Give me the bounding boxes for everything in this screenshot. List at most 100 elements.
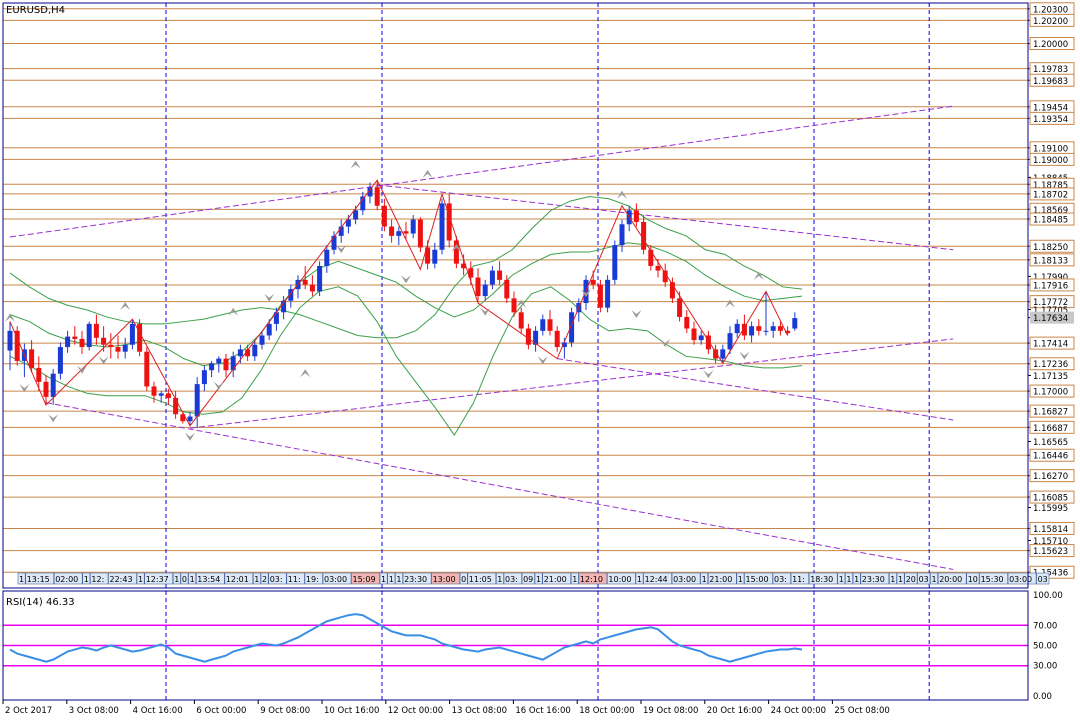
time-tag-box bbox=[90, 572, 109, 585]
time-tag-label: 1 bbox=[389, 575, 394, 584]
rsi-panel[interactable]: 100.00 70.00 50.00 30.00 0.00 bbox=[3, 591, 1063, 702]
time-tag-box bbox=[467, 572, 497, 585]
price-label: 1.19354 bbox=[1033, 115, 1068, 125]
candle-body bbox=[252, 344, 258, 357]
time-tag-box bbox=[196, 572, 225, 585]
candle-body bbox=[273, 312, 279, 324]
candle-body bbox=[612, 245, 618, 280]
level-price-box bbox=[1029, 37, 1075, 51]
time-tag-box bbox=[17, 572, 26, 585]
candle-body bbox=[86, 323, 92, 348]
time-tag-label: 11: bbox=[792, 575, 805, 584]
candle-body bbox=[785, 330, 791, 334]
time-tag-box bbox=[286, 572, 305, 585]
time-label: 20 Oct 16:00 bbox=[707, 706, 762, 716]
rsi-tick-label: 30.00 bbox=[1033, 662, 1057, 672]
price-label: 1.16687 bbox=[1033, 424, 1068, 434]
time-tag-label: 1 bbox=[898, 575, 903, 584]
candle-body bbox=[245, 349, 251, 357]
price-panel[interactable]: 1.20300 1.20200 1.20000 1.19783 1.19683 1.194… bbox=[3, 2, 1075, 588]
time-tag-box bbox=[790, 572, 809, 585]
time-tag-box bbox=[387, 572, 396, 585]
time-tag-box bbox=[896, 572, 905, 585]
candle-body bbox=[619, 224, 625, 246]
time-tag-label: 1 bbox=[138, 575, 143, 584]
time-tag-box bbox=[144, 572, 173, 585]
time-tag-label: 21:00 bbox=[709, 575, 732, 584]
fractal-up-icon bbox=[617, 190, 627, 199]
candle-body bbox=[792, 318, 798, 329]
candle-body bbox=[569, 312, 575, 343]
time-tag-box bbox=[635, 572, 644, 585]
time-tag-box bbox=[25, 572, 55, 585]
candle-body bbox=[749, 326, 755, 336]
time-tag-box bbox=[172, 572, 181, 585]
candle-body bbox=[36, 367, 42, 382]
time-tag-box bbox=[188, 572, 197, 585]
trendline bbox=[9, 105, 954, 238]
price-label: 1.15814 bbox=[1033, 525, 1068, 535]
time-tag-box bbox=[521, 572, 535, 585]
time-tag-box bbox=[459, 572, 468, 585]
fractal-down-icon bbox=[336, 245, 347, 254]
candle-body bbox=[317, 265, 323, 292]
candle-body bbox=[461, 263, 467, 269]
time-label: 6 Oct 00:00 bbox=[196, 706, 246, 716]
time-tag-box bbox=[570, 572, 579, 585]
level-price-box bbox=[1029, 152, 1075, 166]
symbol-title: EURUSD,H4 bbox=[6, 5, 65, 16]
time-tag-box bbox=[180, 572, 189, 585]
candle-body bbox=[230, 356, 236, 371]
candle-body bbox=[302, 279, 308, 285]
rsi-tick-label: 70.00 bbox=[1033, 621, 1057, 631]
time-tag-label: 1 bbox=[839, 575, 844, 584]
candle-body bbox=[165, 393, 171, 399]
time-tag-label: 22:43 bbox=[110, 575, 133, 584]
trendline bbox=[557, 358, 954, 421]
level-price-box bbox=[1029, 239, 1075, 253]
candle-body bbox=[158, 393, 164, 396]
candle-body bbox=[439, 203, 445, 250]
candle-body bbox=[698, 335, 704, 341]
rsi-line bbox=[9, 613, 803, 663]
time-tag-label: 12: bbox=[91, 575, 104, 584]
time-tag-label: 1 bbox=[84, 575, 89, 584]
time-tag-label: 13:54 bbox=[197, 575, 220, 584]
time-tag-box bbox=[402, 572, 432, 585]
time-label: 12 Oct 00:00 bbox=[388, 706, 443, 716]
level-price-box bbox=[1029, 336, 1075, 350]
time-label: 3 Oct 08:00 bbox=[69, 706, 119, 716]
bollinger-lower-line bbox=[9, 286, 803, 437]
time-tag-label: 0 bbox=[461, 575, 466, 584]
level-price-box bbox=[1029, 469, 1075, 483]
time-tag-label: 20 bbox=[906, 575, 916, 584]
fractal-up-icon bbox=[725, 299, 735, 308]
panel-frames bbox=[2, 2, 1029, 701]
fractal-up-icon bbox=[451, 244, 462, 253]
time-tag-box bbox=[253, 572, 261, 585]
time-tag-box bbox=[979, 572, 1008, 585]
time-tag-label: 13:00 bbox=[433, 575, 456, 584]
time-tag-label: 2 bbox=[262, 575, 267, 584]
candle-body bbox=[468, 268, 474, 278]
fractal-up-icon bbox=[5, 313, 15, 322]
time-tag-box bbox=[707, 572, 737, 585]
time-tag-box bbox=[304, 572, 323, 585]
time-tag-label: 1 bbox=[396, 575, 401, 584]
price-label: 1.18785 bbox=[1033, 181, 1068, 191]
time-tag-box bbox=[700, 572, 709, 585]
fractal-up-icon bbox=[516, 299, 527, 308]
fractal-down-icon bbox=[739, 351, 750, 360]
time-tag-box bbox=[937, 572, 967, 585]
time-tag-box bbox=[671, 572, 701, 585]
time-label: 13 Oct 08:00 bbox=[452, 706, 507, 716]
time-tag-label: 11: bbox=[288, 575, 301, 584]
time-tag-box bbox=[503, 572, 522, 585]
level-price-box bbox=[1029, 357, 1075, 371]
candle-body bbox=[173, 398, 179, 415]
candle-body bbox=[590, 279, 596, 285]
price-label: 1.19000 bbox=[1033, 156, 1068, 166]
time-label: 10 Oct 16:00 bbox=[324, 706, 379, 716]
price-label: 1.17772 bbox=[1033, 298, 1068, 308]
